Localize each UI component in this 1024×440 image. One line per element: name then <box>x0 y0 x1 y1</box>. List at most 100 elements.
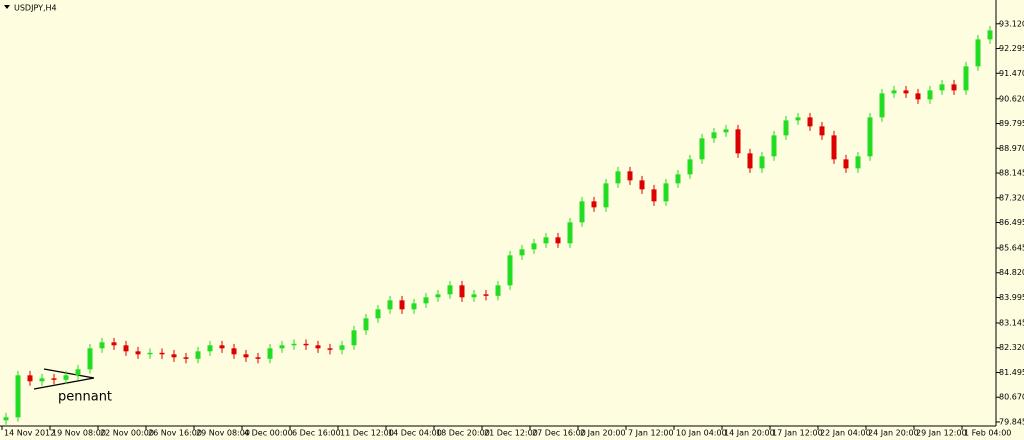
candle-body <box>891 90 897 94</box>
x-tick-label: 18 Dec 20:00 <box>436 429 490 438</box>
candle-body <box>63 375 69 380</box>
candle-body <box>519 249 525 256</box>
x-tick-label: 29 Nov 08:00 <box>196 429 250 438</box>
candle-body <box>75 369 81 376</box>
candle-body <box>807 117 813 127</box>
candle-body <box>411 303 417 310</box>
candle-body <box>711 132 717 139</box>
y-tick-label: 90.620 <box>999 94 1024 103</box>
candle-body <box>975 39 981 67</box>
y-tick-label: 79.845 <box>999 417 1024 426</box>
y-tick-label: 92.295 <box>999 44 1024 53</box>
candle-body <box>495 285 501 296</box>
candle-body <box>15 375 21 418</box>
candle-body <box>627 171 633 181</box>
candle-body <box>483 294 489 296</box>
candle-body <box>255 357 261 359</box>
pennant-line <box>43 368 95 379</box>
candle-body <box>375 309 381 319</box>
candle-body <box>315 345 321 349</box>
y-tick-label: 84.820 <box>999 268 1024 277</box>
candle-body <box>987 30 993 40</box>
y-tick-label: 85.645 <box>999 243 1024 252</box>
candle-body <box>147 352 153 355</box>
y-tick-label: 80.670 <box>999 393 1024 402</box>
candle-body <box>363 318 369 331</box>
candle-body <box>915 93 921 100</box>
candle-body <box>3 417 9 421</box>
candle-body <box>339 345 345 350</box>
candle-body <box>195 351 201 359</box>
candle-body <box>87 348 93 370</box>
candle-body <box>267 348 273 359</box>
title-arrow <box>4 5 10 9</box>
candle-body <box>855 156 861 169</box>
candle-body <box>279 345 285 349</box>
candle-body <box>699 138 705 160</box>
chart-title: USDJPY,H4 <box>14 4 57 13</box>
y-tick-label: 87.320 <box>999 193 1024 202</box>
x-tick-label: 1 Feb 04:00 <box>964 429 1011 438</box>
candle-body <box>447 285 453 295</box>
candle-body <box>687 159 693 175</box>
x-tick-label: 24 Jan 20:00 <box>868 429 919 438</box>
candle-body <box>207 345 213 352</box>
candle-body <box>747 153 753 169</box>
annotation: pennant <box>58 390 112 405</box>
candle-body <box>351 330 357 346</box>
candle-body <box>879 93 885 118</box>
candle-body <box>867 117 873 157</box>
candle-body <box>543 237 549 244</box>
x-tick-label: 29 Jan 12:00 <box>916 429 967 438</box>
candle-body <box>123 345 129 352</box>
candle-body <box>567 222 573 244</box>
candle-body <box>243 354 249 358</box>
candle-body <box>459 285 465 298</box>
y-tick-label: 81.495 <box>999 368 1024 377</box>
x-tick-label: 6 Dec 16:00 <box>292 429 341 438</box>
y-tick-label: 83.145 <box>999 318 1024 327</box>
y-tick-label: 86.495 <box>999 218 1024 227</box>
x-tick-label: 27 Dec 16:00 <box>532 429 586 438</box>
x-tick-label: 19 Nov 08:00 <box>52 429 106 438</box>
candle-body <box>387 300 393 310</box>
x-tick-label: 26 Nov 16:00 <box>148 429 202 438</box>
x-tick-label: 21 Dec 12:00 <box>484 429 538 438</box>
x-tick-label: 14 Jan 20:00 <box>724 429 775 438</box>
x-tick-label: 10 Jan 04:00 <box>676 429 727 438</box>
y-tick-label: 91.470 <box>999 69 1024 78</box>
candle-body <box>939 84 945 91</box>
candle-body <box>219 345 225 349</box>
x-tick-label: 22 Nov 00:00 <box>100 429 154 438</box>
candle-body <box>39 378 45 382</box>
x-tick-label: 2 Jan 20:00 <box>580 429 626 438</box>
candle-body <box>591 201 597 208</box>
candle-body <box>903 90 909 94</box>
candle-body <box>771 135 777 157</box>
candle-body <box>963 66 969 91</box>
candle-body <box>51 378 57 380</box>
x-tick-label: 14 Dec 04:00 <box>388 429 442 438</box>
x-tick-label: 22 Jan 04:00 <box>820 429 871 438</box>
candle-body <box>819 126 825 136</box>
candle-body <box>111 342 117 346</box>
candle-body <box>231 348 237 355</box>
candle-body <box>555 237 561 244</box>
candle-body <box>507 255 513 286</box>
candle-body <box>759 156 765 169</box>
candle-body <box>327 348 333 350</box>
candle-body <box>171 354 177 358</box>
candle-body <box>291 343 297 346</box>
y-tick-label: 93.120 <box>999 19 1024 28</box>
candle-body <box>435 294 441 298</box>
candle-body <box>615 171 621 184</box>
candle-body <box>831 135 837 160</box>
candle-body <box>303 343 309 346</box>
candle-body <box>651 189 657 202</box>
candle-body <box>795 117 801 121</box>
candle-body <box>735 129 741 154</box>
candle-body <box>723 129 729 133</box>
candle-body <box>783 120 789 136</box>
